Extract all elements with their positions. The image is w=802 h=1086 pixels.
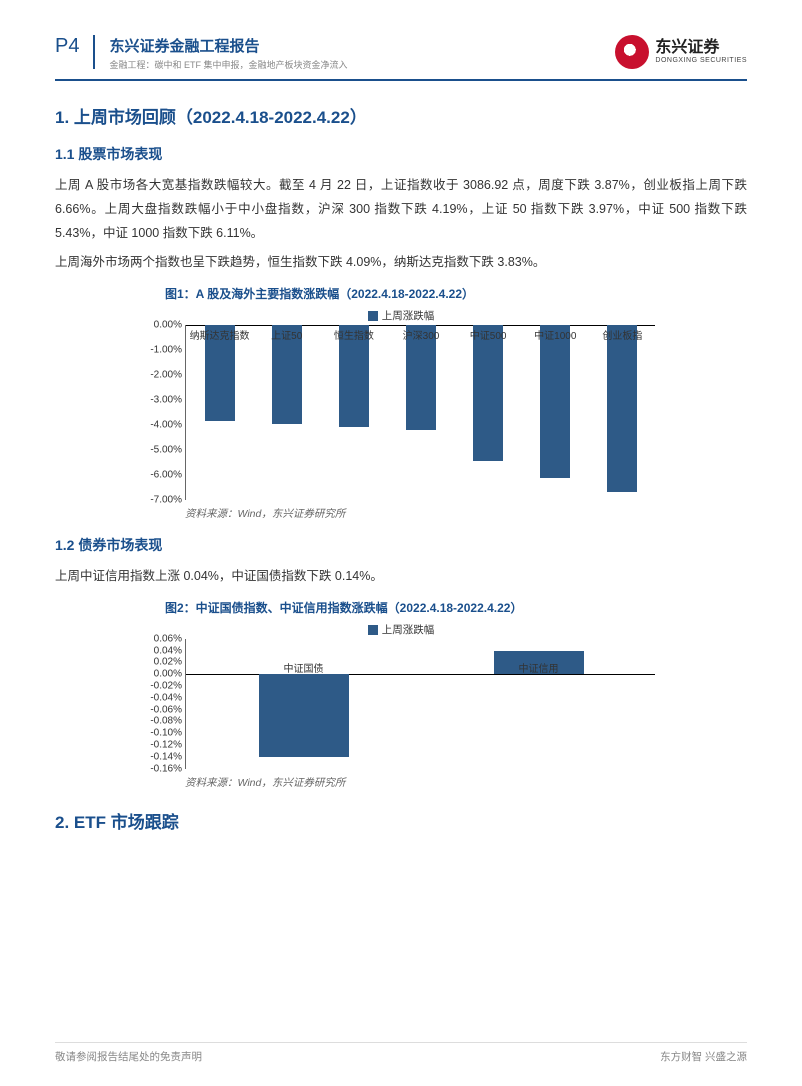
y-axis-tick: -0.02%: [134, 681, 182, 692]
figure-1-chart-wrap: 0.00%-1.00%-2.00%-3.00%-4.00%-5.00%-6.00…: [185, 325, 747, 500]
y-axis-tick: -1.00%: [134, 345, 182, 356]
x-axis-label: 中证1000: [534, 327, 576, 342]
header-title-block: 东兴证券金融工程报告 金融工程：碳中和 ETF 集中申报，金融地产板块资金净流入: [109, 35, 347, 71]
logo-en: DONGXING SECURITIES: [655, 57, 747, 64]
x-axis-label: 中证国债: [284, 660, 324, 675]
section-1-heading: 1. 上周市场回顾（2022.4.18-2022.4.22）: [55, 103, 747, 128]
figure-1-title: 图1：A 股及海外主要指数涨跌幅（2022.4.18-2022.4.22）: [165, 285, 747, 302]
y-axis-tick: -0.04%: [134, 692, 182, 703]
figure-2-source: 资料来源：Wind，东兴证券研究所: [185, 775, 747, 790]
y-axis-tick: -0.08%: [134, 716, 182, 727]
section-1-2-para-1: 上周中证信用指数上涨 0.04%，中证国债指数下跌 0.14%。: [55, 565, 747, 589]
y-axis-tick: -2.00%: [134, 370, 182, 381]
header-title: 东兴证券金融工程报告: [109, 35, 347, 56]
figure-1-source: 资料来源：Wind，东兴证券研究所: [185, 506, 747, 521]
y-axis-tick: 0.00%: [134, 320, 182, 331]
x-axis-label: 中证信用: [519, 660, 559, 675]
y-axis-tick: 0.00%: [134, 669, 182, 680]
logo-cn: 东兴证券: [655, 40, 747, 57]
y-axis-tick: -0.14%: [134, 751, 182, 762]
header-subtitle: 金融工程：碳中和 ETF 集中申报，金融地产板块资金净流入: [109, 58, 347, 71]
chart-bar: [259, 674, 349, 757]
header-left: P4 东兴证券金融工程报告 金融工程：碳中和 ETF 集中申报，金融地产板块资金…: [55, 35, 347, 71]
footer-left: 敬请参阅报告结尾处的免责声明: [55, 1049, 202, 1064]
x-axis-label: 恒生指数: [334, 327, 374, 342]
x-axis-label: 上证50: [271, 327, 302, 342]
y-axis-tick: -7.00%: [134, 495, 182, 506]
x-axis-label: 纳斯达克指数: [190, 327, 250, 342]
y-axis-tick: 0.06%: [134, 633, 182, 644]
legend-swatch-icon: [368, 625, 378, 635]
y-axis-tick: -0.10%: [134, 728, 182, 739]
figure-1-chart: 0.00%-1.00%-2.00%-3.00%-4.00%-5.00%-6.00…: [185, 325, 655, 500]
figure-2-chart-wrap: 0.06%0.04%0.02%0.00%-0.02%-0.04%-0.06%-0…: [185, 639, 747, 769]
y-axis-tick: -0.12%: [134, 740, 182, 751]
page-footer: 敬请参阅报告结尾处的免责声明 东方财智 兴盛之源: [55, 1042, 747, 1064]
y-axis-tick: -5.00%: [134, 445, 182, 456]
figure-2-chart: 0.06%0.04%0.02%0.00%-0.02%-0.04%-0.06%-0…: [185, 639, 655, 769]
y-axis-tick: -3.00%: [134, 395, 182, 406]
chart-bar: [473, 325, 503, 461]
y-axis-tick: -0.16%: [134, 763, 182, 774]
y-axis-tick: -0.06%: [134, 704, 182, 715]
section-1-1-para-1: 上周 A 股市场各大宽基指数跌幅较大。截至 4 月 22 日，上证指数收于 30…: [55, 174, 747, 245]
page-header: P4 东兴证券金融工程报告 金融工程：碳中和 ETF 集中申报，金融地产板块资金…: [55, 35, 747, 81]
y-axis-tick: -6.00%: [134, 470, 182, 481]
section-1-1-heading: 1.1 股票市场表现: [55, 144, 747, 164]
brand-logo: 东兴证券 DONGXING SECURITIES: [615, 35, 747, 69]
vertical-divider: [93, 35, 95, 69]
section-2-heading: 2. ETF 市场跟踪: [55, 808, 747, 833]
x-axis-label: 创业板指: [602, 327, 642, 342]
figure-2-legend-label: 上周涨跌幅: [382, 624, 435, 636]
x-axis-label: 中证500: [470, 327, 507, 342]
chart-bar: [540, 325, 570, 478]
section-1-2-heading: 1.2 债券市场表现: [55, 535, 747, 555]
figure-2-title: 图2：中证国债指数、中证信用指数涨跌幅（2022.4.18-2022.4.22）: [165, 599, 747, 616]
y-axis-tick: 0.02%: [134, 657, 182, 668]
logo-text: 东兴证券 DONGXING SECURITIES: [655, 40, 747, 64]
section-1-1-para-2: 上周海外市场两个指数也呈下跌趋势，恒生指数下跌 4.09%，纳斯达克指数下跌 3…: [55, 251, 747, 275]
logo-icon: [615, 35, 649, 69]
figure-1-legend-label: 上周涨跌幅: [382, 310, 435, 322]
x-axis-label: 沪深300: [403, 327, 440, 342]
page-number: P4: [55, 35, 79, 58]
chart-bar: [607, 325, 637, 492]
y-axis-tick: -4.00%: [134, 420, 182, 431]
x-axis-line: [186, 674, 655, 675]
y-axis-tick: 0.04%: [134, 645, 182, 656]
footer-right: 东方财智 兴盛之源: [660, 1049, 747, 1064]
legend-swatch-icon: [368, 311, 378, 321]
